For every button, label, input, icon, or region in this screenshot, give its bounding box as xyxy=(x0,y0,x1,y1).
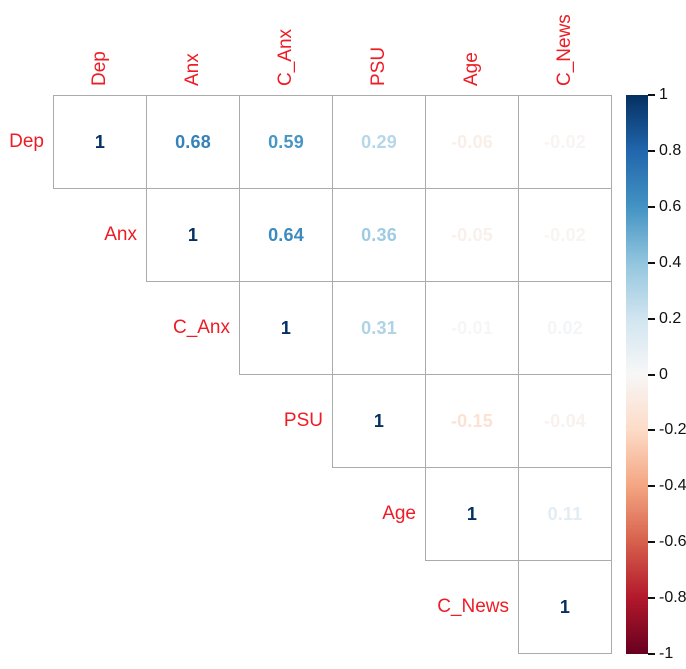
colorbar-tick-mark xyxy=(648,317,655,320)
matrix-cell-Anx-C_Anx: 0.64 xyxy=(239,188,333,282)
correlation-value: 0.11 xyxy=(547,503,583,524)
matrix-cell-Dep-C_News: -0.02 xyxy=(518,95,612,189)
matrix-cell-Anx-Anx: 1 xyxy=(146,188,240,282)
matrix-cell-Age-C_News: 0.11 xyxy=(518,467,612,561)
matrix-cell-Anx-C_News: -0.02 xyxy=(518,188,612,282)
matrix-cell-C_News-C_News: 1 xyxy=(518,560,612,654)
matrix-cell-PSU-C_News: -0.04 xyxy=(518,374,612,468)
correlation-value: -0.15 xyxy=(450,410,494,431)
colorbar-tick-label: -1 xyxy=(659,645,674,662)
colorbar-tick-label: 0.4 xyxy=(659,253,682,271)
correlation-value: 0.59 xyxy=(268,131,304,152)
correlation-value: 1 xyxy=(94,131,106,152)
colorbar-tick-label: 0.8 xyxy=(659,141,682,159)
colorbar-tick-mark xyxy=(648,205,655,208)
row-label-Anx: Anx xyxy=(104,224,137,245)
correlation-value: -0.04 xyxy=(543,410,587,431)
column-label-C_News: C_News xyxy=(554,14,575,86)
column-label-PSU: PSU xyxy=(368,46,389,86)
column-label-Dep: Dep xyxy=(89,51,110,86)
matrix-cell-C_Anx-Age: -0.01 xyxy=(425,281,519,375)
correlation-value: 0.64 xyxy=(268,224,304,245)
colorbar-tick-label: 0.6 xyxy=(659,197,682,215)
correlation-value: 0.02 xyxy=(547,317,583,338)
matrix-cell-Dep-Anx: 0.68 xyxy=(146,95,240,189)
correlation-value: 1 xyxy=(466,503,478,524)
colorbar-tick-mark xyxy=(648,653,655,655)
row-label-C_Anx: C_Anx xyxy=(172,317,230,338)
row-label-Age: Age xyxy=(382,503,416,524)
correlation-value: 0.68 xyxy=(175,131,211,152)
correlation-value: -0.05 xyxy=(450,224,494,245)
colorbar-tick-label: -0.8 xyxy=(659,589,686,607)
colorbar-tick-mark xyxy=(648,373,655,376)
colorbar-gradient xyxy=(626,95,648,654)
colorbar-tick-mark xyxy=(648,541,655,544)
matrix-cell-Age-Age: 1 xyxy=(425,467,519,561)
correlation-value: 0.29 xyxy=(361,131,397,152)
matrix-cell-Dep-C_Anx: 0.59 xyxy=(239,95,333,189)
colorbar-tick-label: 0.2 xyxy=(659,309,682,327)
correlation-value: 1 xyxy=(187,224,199,245)
correlation-value: 1 xyxy=(373,410,385,431)
matrix-cell-C_Anx-C_Anx: 1 xyxy=(239,281,333,375)
row-label-PSU: PSU xyxy=(283,410,323,431)
correlation-value: -0.01 xyxy=(450,317,494,338)
matrix-cell-Anx-PSU: 0.36 xyxy=(332,188,426,282)
colorbar-tick-label: -0.6 xyxy=(659,533,686,551)
column-label-C_Anx: C_Anx xyxy=(275,28,296,86)
correlation-value: 1 xyxy=(280,317,292,338)
matrix-cell-PSU-Age: -0.15 xyxy=(425,374,519,468)
matrix-cell-Dep-PSU: 0.29 xyxy=(332,95,426,189)
matrix-cell-Anx-Age: -0.05 xyxy=(425,188,519,282)
matrix-cell-C_Anx-PSU: 0.31 xyxy=(332,281,426,375)
matrix-cell-Dep-Dep: 1 xyxy=(53,95,147,189)
colorbar-tick-mark xyxy=(648,485,655,488)
correlation-value: -0.06 xyxy=(450,131,494,152)
matrix-cell-PSU-PSU: 1 xyxy=(332,374,426,468)
colorbar-tick-mark xyxy=(648,597,655,600)
correlation-value: 0.36 xyxy=(361,224,397,245)
correlation-value: 1 xyxy=(559,596,571,617)
column-label-Anx: Anx xyxy=(182,53,203,86)
matrix-cell-Dep-Age: -0.06 xyxy=(425,95,519,189)
colorbar-tick-mark xyxy=(648,149,655,152)
column-label-Age: Age xyxy=(461,52,482,86)
colorbar-tick-label: 1 xyxy=(659,86,668,103)
correlation-value: -0.02 xyxy=(543,224,587,245)
colorbar-tick-mark xyxy=(648,94,655,96)
row-label-Dep: Dep xyxy=(9,131,44,152)
colorbar-tick-label: -0.2 xyxy=(659,421,686,439)
row-label-C_News: C_News xyxy=(437,596,509,617)
colorbar-tick-mark xyxy=(648,261,655,264)
colorbar-tick-mark xyxy=(648,429,655,432)
correlation-value: -0.02 xyxy=(543,131,587,152)
correlation-value: 0.31 xyxy=(361,317,397,338)
colorbar-tick-label: -0.4 xyxy=(659,477,686,495)
matrix-cell-C_Anx-C_News: 0.02 xyxy=(518,281,612,375)
colorbar-tick-label: 0 xyxy=(659,365,668,383)
